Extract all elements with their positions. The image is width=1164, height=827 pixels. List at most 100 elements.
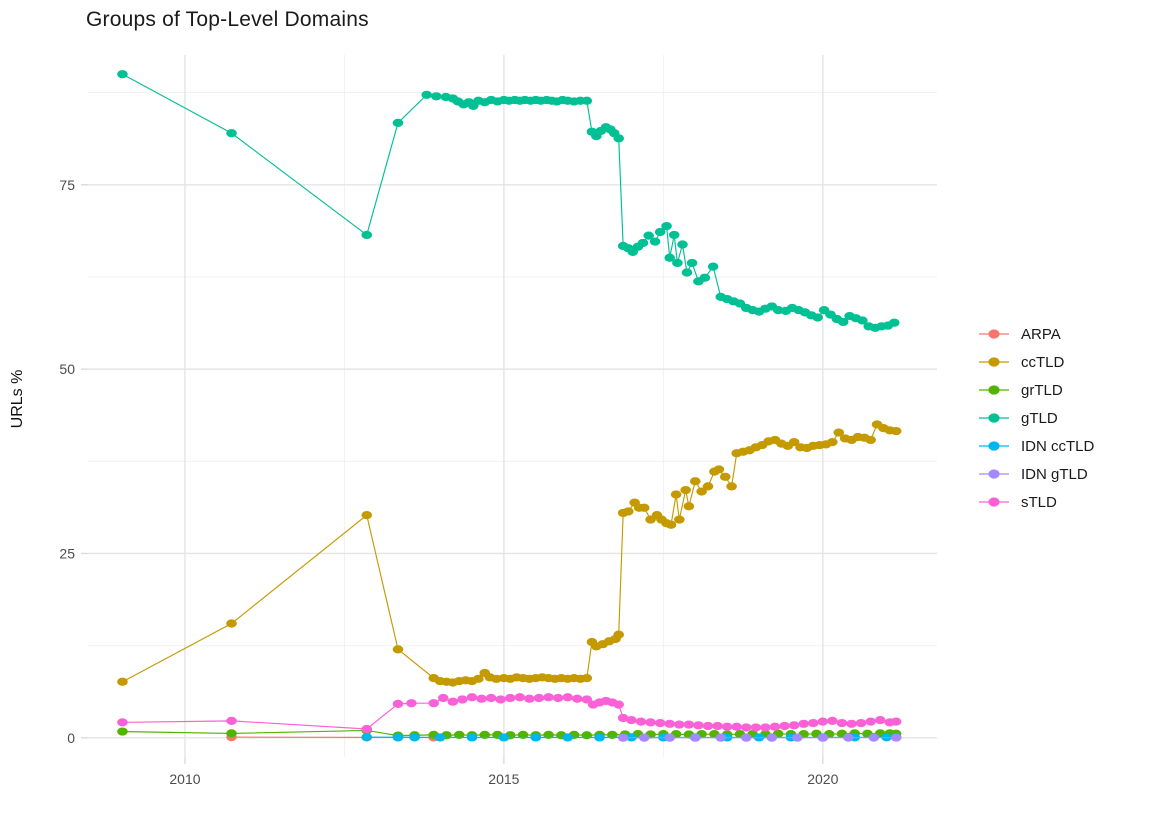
series-point-gtld bbox=[654, 227, 666, 237]
series-point-cctld bbox=[613, 630, 625, 639]
series-point-stld bbox=[683, 720, 695, 729]
series-point-gtld bbox=[699, 273, 711, 282]
series-point-idn-cctld bbox=[434, 733, 446, 742]
series-point-stld bbox=[645, 718, 656, 727]
y-tick-label: 0 bbox=[67, 730, 75, 746]
series-point-cctld bbox=[581, 673, 593, 683]
series-point-stld bbox=[807, 718, 819, 728]
series-point-idn-gtld bbox=[817, 733, 829, 742]
series-point-cctld bbox=[890, 426, 902, 436]
series-point-idn-gtld bbox=[638, 733, 650, 742]
series-point-stld bbox=[226, 716, 237, 725]
series-point-idn-cctld bbox=[594, 733, 605, 742]
series-point-gtld bbox=[857, 316, 868, 325]
series-point-stld bbox=[626, 716, 637, 725]
series-point-stld bbox=[485, 693, 497, 703]
series-point-gtld bbox=[888, 318, 900, 327]
series-point-stld bbox=[817, 717, 829, 726]
series-point-stld bbox=[693, 721, 704, 730]
series-point-gtld bbox=[361, 230, 373, 240]
series-point-stld bbox=[504, 693, 516, 703]
series-point-stld bbox=[721, 722, 733, 731]
series-point-stld bbox=[457, 695, 468, 704]
x-tick-label: 2020 bbox=[807, 771, 838, 787]
series-point-gtld bbox=[812, 313, 824, 322]
series-point-cctld bbox=[665, 520, 677, 529]
series-point-idn-gtld bbox=[890, 733, 902, 742]
series-point-cctld bbox=[674, 515, 685, 524]
series-point-stld bbox=[654, 718, 666, 728]
y-axis-title: URLs % bbox=[9, 369, 26, 429]
x-tick-label: 2015 bbox=[488, 771, 519, 787]
legend-item-gtld: gTLD bbox=[977, 404, 1094, 432]
series-point-gtld bbox=[637, 238, 649, 248]
series-point-gtld bbox=[392, 118, 404, 127]
series-point-gtld bbox=[664, 253, 676, 262]
series-point-stld bbox=[447, 697, 459, 706]
legend-marker-icon bbox=[979, 441, 1009, 451]
legend-marker-icon bbox=[979, 385, 1009, 395]
series-point-stld bbox=[740, 723, 752, 732]
series-point-stld bbox=[406, 699, 417, 708]
series-point-cctld bbox=[117, 677, 128, 686]
series-point-stld bbox=[750, 723, 762, 732]
legend-item-label: IDN gTLD bbox=[1021, 465, 1088, 483]
y-tick-label: 50 bbox=[59, 361, 75, 377]
series-point-gtld bbox=[686, 258, 698, 268]
series-point-idn-cctld bbox=[409, 733, 420, 742]
legend-item-label: sTLD bbox=[1021, 493, 1057, 511]
series-point-cctld bbox=[361, 511, 373, 520]
series-point-gtld bbox=[581, 96, 593, 105]
legend-item-arpa: ARPA bbox=[977, 320, 1094, 348]
series-point-idn-gtld bbox=[689, 733, 701, 742]
legend-item-label: ccTLD bbox=[1021, 353, 1065, 371]
series-point-idn-gtld bbox=[617, 733, 629, 742]
series-point-stld bbox=[664, 719, 676, 728]
series-point-stld bbox=[731, 722, 743, 731]
series-point-idn-cctld bbox=[530, 733, 542, 742]
series-point-cctld bbox=[622, 507, 634, 516]
series-point-cctld bbox=[473, 674, 484, 683]
series-point-gtld bbox=[681, 268, 693, 277]
series-point-idn-gtld bbox=[715, 733, 727, 742]
series-point-stld bbox=[524, 694, 535, 703]
legend-item-label: ARPA bbox=[1021, 325, 1061, 343]
series-line-gtld bbox=[122, 73, 895, 329]
legend-item-cctld: ccTLD bbox=[977, 348, 1094, 376]
legend-marker-icon bbox=[979, 329, 1009, 339]
y-tick-label: 25 bbox=[59, 545, 75, 561]
series-point-cctld bbox=[713, 465, 725, 474]
series-point-cctld bbox=[865, 435, 876, 445]
series-point-stld bbox=[712, 721, 723, 731]
legend-item-label: grTLD bbox=[1021, 381, 1063, 399]
series-point-cctld bbox=[392, 645, 404, 654]
series-point-stld bbox=[428, 699, 440, 708]
legend-item-label: gTLD bbox=[1021, 409, 1058, 427]
series-point-idn-cctld bbox=[466, 733, 478, 742]
series-point-idn-cctld bbox=[498, 733, 510, 742]
series-point-stld bbox=[846, 719, 857, 728]
series-point-cctld bbox=[670, 490, 682, 499]
series-point-stld bbox=[476, 694, 487, 703]
series-point-gtld bbox=[677, 240, 688, 249]
series-point-cctld bbox=[226, 619, 237, 628]
legend-marker-icon bbox=[979, 413, 1009, 423]
legend: ARPA ccTLD grTLD gTLD IDN ccTLD IDN gTLD sTLD bbox=[977, 320, 1094, 516]
series-point-gtld bbox=[707, 262, 719, 271]
series-point-gtld bbox=[117, 70, 128, 79]
series-point-stld bbox=[533, 693, 545, 703]
legend-marker-icon bbox=[979, 469, 1009, 479]
x-tick-label: 2010 bbox=[169, 771, 200, 787]
series-point-gtld bbox=[649, 237, 661, 246]
series-point-stld bbox=[760, 723, 771, 732]
series-point-stld bbox=[543, 693, 554, 702]
legend-item-stld: sTLD bbox=[977, 488, 1094, 516]
series-point-cctld bbox=[833, 428, 845, 437]
series-point-cctld bbox=[638, 503, 650, 512]
series-point-stld bbox=[769, 722, 781, 731]
series-point-idn-gtld bbox=[868, 733, 880, 742]
series-point-stld bbox=[466, 693, 478, 702]
series-point-gtld bbox=[837, 317, 849, 327]
series-point-stld bbox=[571, 694, 583, 703]
